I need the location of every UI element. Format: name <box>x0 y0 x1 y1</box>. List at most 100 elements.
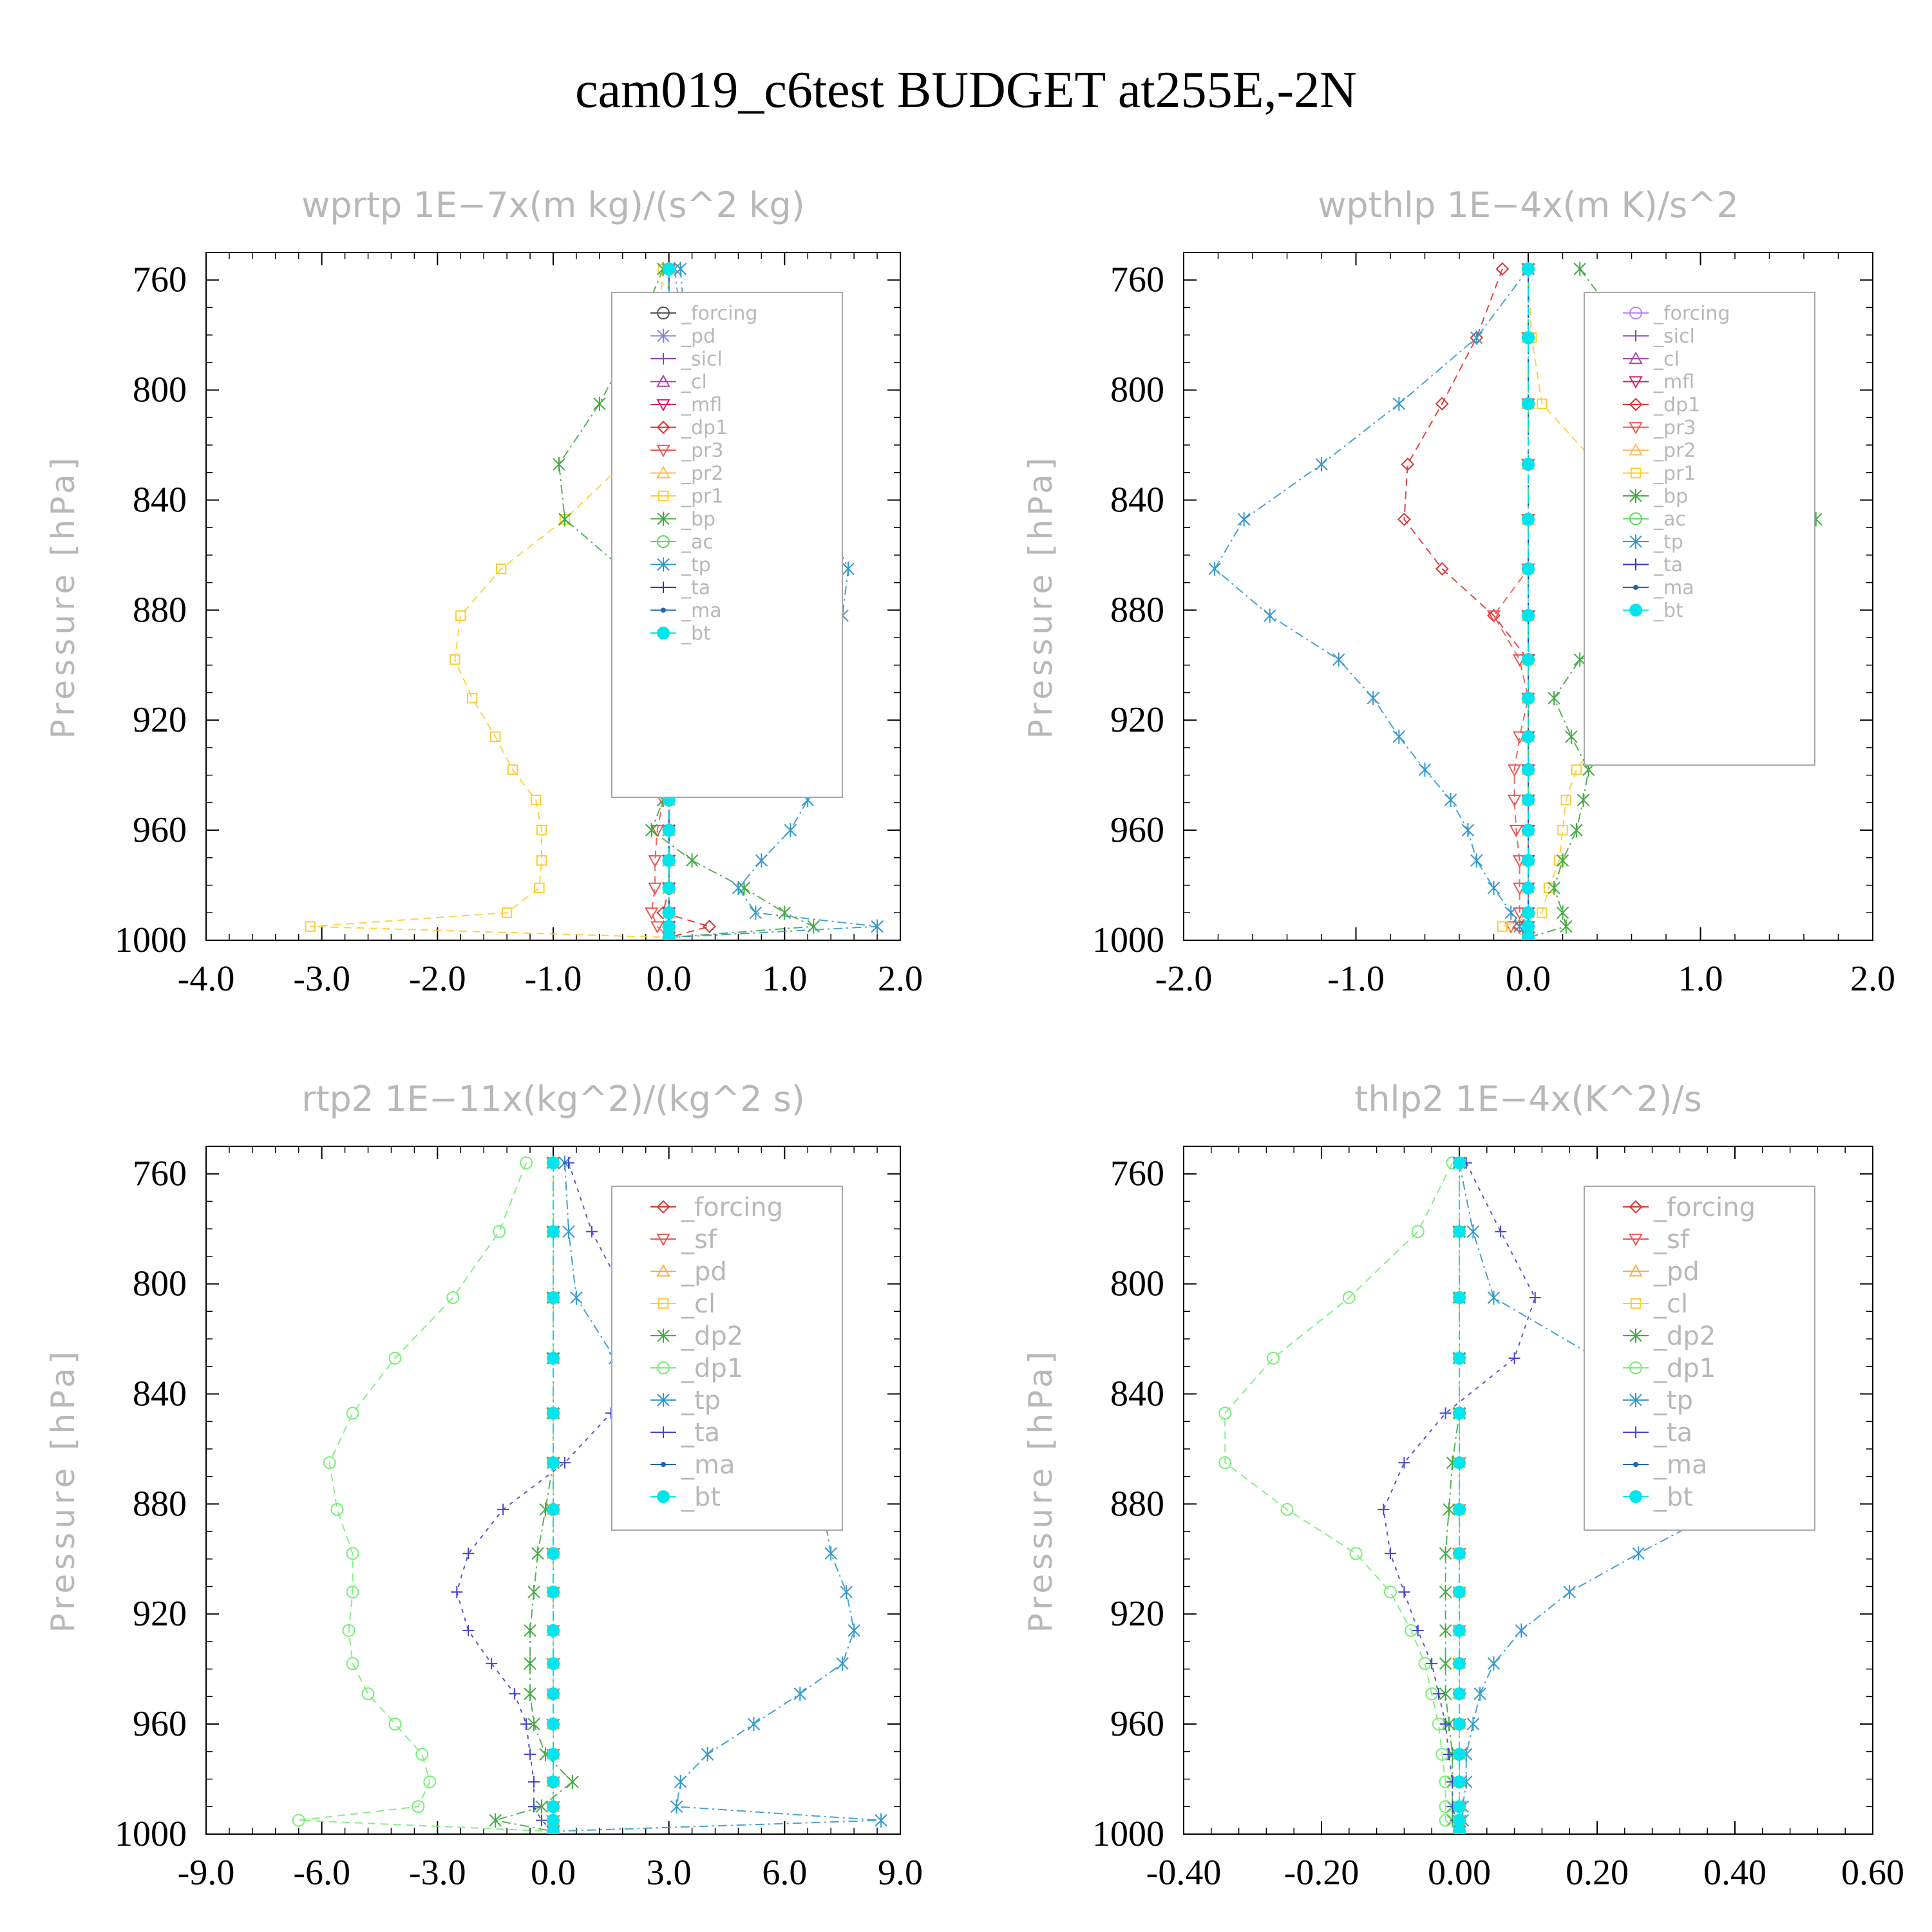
legend-marker <box>1629 1361 1642 1374</box>
data-point <box>749 905 762 920</box>
x-tick-label: 1.0 <box>762 959 807 999</box>
legend-label: _dp2 <box>681 1321 743 1351</box>
data-point <box>1487 1290 1501 1305</box>
data-point <box>412 1800 425 1814</box>
x-tick-label: 9.0 <box>878 1853 923 1893</box>
data-point <box>1487 1656 1501 1671</box>
series-line-dp2 <box>495 1162 574 1832</box>
data-point <box>645 823 658 838</box>
plot-frame <box>1183 1146 1873 1835</box>
data-point <box>346 1547 359 1560</box>
legend-marker <box>1629 535 1642 549</box>
data-point <box>1556 905 1569 920</box>
data-point <box>1504 905 1517 920</box>
figure-title: cam019_c6test BUDGET at255E,-2N <box>575 62 1357 118</box>
legend-marker <box>656 399 670 412</box>
y-tick-label: 880 <box>1110 1484 1164 1524</box>
data-point <box>547 1351 560 1365</box>
data-point <box>547 1624 560 1637</box>
data-point <box>1453 1351 1466 1365</box>
data-point <box>1466 1224 1480 1239</box>
x-tick-label: -2.0 <box>1155 959 1213 999</box>
data-point <box>648 882 662 895</box>
data-point <box>1522 920 1535 933</box>
data-point <box>662 824 676 837</box>
data-point <box>547 1502 560 1516</box>
data-point <box>415 1748 429 1761</box>
data-point <box>1384 1586 1397 1599</box>
legend-marker <box>1630 1426 1642 1438</box>
data-point <box>1522 562 1535 576</box>
data-point <box>1577 793 1590 808</box>
data-point <box>388 1351 402 1365</box>
data-point <box>1473 1687 1486 1701</box>
legend-label: _pr2 <box>1653 440 1696 462</box>
data-point <box>292 1814 305 1827</box>
data-point <box>1453 1748 1466 1761</box>
legend-label: _tp <box>681 554 711 576</box>
legend-marker <box>656 466 670 478</box>
data-point <box>388 1718 402 1731</box>
legend-label: _pd <box>1653 1257 1700 1287</box>
y-tick-label: 840 <box>133 480 187 520</box>
data-point <box>1280 1502 1294 1516</box>
y-tick-label: 840 <box>1110 480 1164 520</box>
legend-label: _tp <box>681 1386 721 1416</box>
legend-marker <box>657 557 670 572</box>
data-point <box>423 1775 437 1788</box>
data-point <box>1439 1546 1452 1561</box>
legend-label: _ma <box>681 1450 735 1480</box>
data-point <box>662 931 676 940</box>
data-point <box>1418 762 1432 777</box>
data-point <box>703 920 716 934</box>
legend-box <box>611 292 843 798</box>
legend-marker <box>656 1264 670 1277</box>
data-point <box>1453 1657 1466 1671</box>
panel-1: wprtp 1E−7x(m kg)/(s^2 kg) Pressure [hPa]… <box>44 185 923 999</box>
legend-marker <box>1629 307 1642 319</box>
x-tick-label: 3.0 <box>647 1853 692 1893</box>
data-point <box>662 854 676 867</box>
legend-marker <box>1629 442 1643 456</box>
legend-marker <box>1633 1462 1638 1467</box>
legend-marker <box>661 607 666 613</box>
data-point <box>1571 764 1582 775</box>
legend-marker <box>1633 585 1638 590</box>
data-point <box>524 1687 536 1701</box>
legend-label: _ac <box>681 531 714 554</box>
data-point <box>1398 1457 1410 1469</box>
data-point <box>570 1290 583 1305</box>
data-point <box>842 562 855 576</box>
y-tick-label: 880 <box>1110 590 1164 630</box>
series-line-bp <box>558 269 817 938</box>
data-point <box>547 1657 560 1671</box>
legend-label: _mfl <box>681 394 722 417</box>
legend-label: _forcing <box>1653 303 1730 325</box>
legend-marker <box>656 1200 670 1214</box>
legend-label: _bp <box>681 508 715 531</box>
data-point <box>1439 1407 1452 1419</box>
data-point <box>501 907 513 918</box>
data-point <box>784 823 797 838</box>
data-point <box>1412 1624 1424 1636</box>
y-tick-label: 800 <box>133 1264 187 1304</box>
data-point <box>662 920 676 933</box>
data-point <box>1453 1775 1466 1788</box>
series-line-dp1 <box>298 1162 554 1832</box>
data-point <box>1439 1623 1452 1638</box>
legend-marker <box>657 1490 670 1503</box>
legend-label: _tp <box>1653 531 1683 554</box>
data-point <box>467 692 478 704</box>
data-point <box>524 1748 536 1761</box>
data-point <box>1453 1586 1466 1599</box>
legend-marker <box>656 444 670 458</box>
legend-label: _ac <box>1653 508 1686 531</box>
legend-label: _ta <box>681 577 710 600</box>
data-point <box>524 1623 536 1638</box>
data-point <box>824 1546 837 1561</box>
data-point <box>1522 763 1535 777</box>
data-point <box>535 1799 548 1814</box>
data-point <box>1453 1687 1466 1701</box>
legend-label: _cl <box>681 371 707 393</box>
data-point <box>1509 824 1523 838</box>
